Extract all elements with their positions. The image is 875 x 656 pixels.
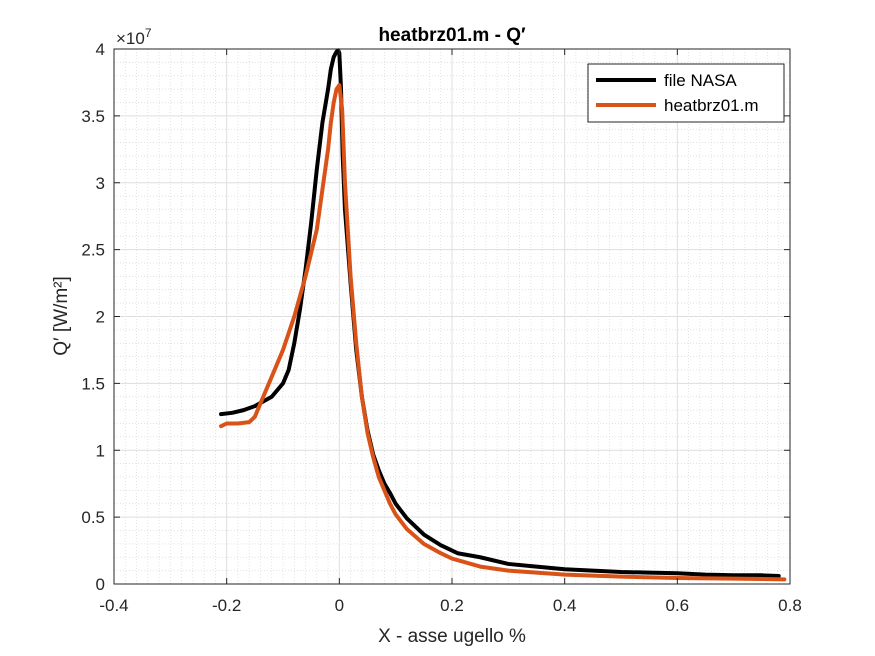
x-tick-label: 0.4	[553, 596, 577, 615]
legend-box	[587, 63, 785, 123]
series-line-1	[219, 83, 787, 582]
legend-label-file-nasa: file NASA	[664, 71, 737, 90]
x-tick-label: -0.4	[99, 596, 128, 615]
x-tick-labels: -0.4 -0.2 0 0.2 0.4 0.6 0.8	[99, 596, 801, 615]
legend-label-heatbrz01: heatbrz01.m	[664, 96, 759, 115]
y-tick-labels: 0 0.5 1 1.5 2 2.5 3 3.5 4	[81, 40, 105, 594]
x-tick-label: 0.6	[666, 596, 690, 615]
y-tick-label: 4	[96, 40, 105, 59]
y-tick-label: 3.5	[81, 107, 105, 126]
axis-ticks	[113, 48, 791, 585]
chart-title: heatbrz01.m - Q′	[378, 25, 526, 46]
x-tick-label: 0.2	[440, 596, 464, 615]
y-tick-label: 0	[96, 575, 105, 594]
x-tick-label: -0.2	[212, 596, 241, 615]
y-exponent-power: 7	[145, 26, 152, 40]
x-tick-label: 0	[335, 596, 344, 615]
x-tick-label: 0.8	[778, 596, 802, 615]
x-axis-label: X - asse ugello %	[378, 626, 526, 647]
y-tick-label: 3	[96, 174, 105, 193]
legend: file NASA heatbrz01.m	[587, 63, 785, 123]
y-exponent-label: ×107	[116, 26, 152, 48]
y-tick-label: 2	[96, 308, 105, 327]
y-tick-label: 1	[96, 441, 105, 460]
y-tick-label: 0.5	[81, 508, 105, 527]
series-group	[219, 48, 787, 582]
y-exponent-base: ×10	[116, 29, 145, 48]
y-axis-label: Q′ [W/m²]	[51, 276, 72, 356]
y-tick-label: 1.5	[81, 374, 105, 393]
y-tick-label: 2.5	[81, 241, 105, 260]
